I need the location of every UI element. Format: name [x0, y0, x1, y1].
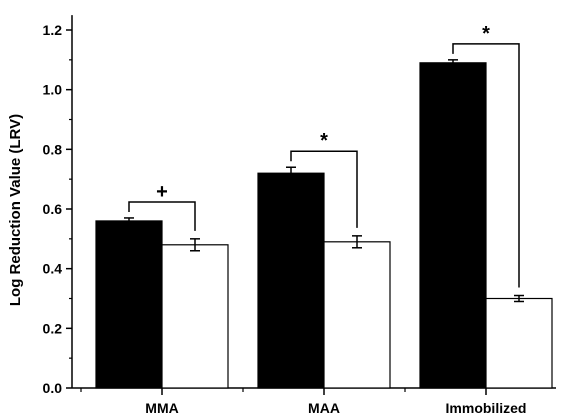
- x-tick-label: MAA: [308, 400, 340, 416]
- significance-marker: *: [482, 23, 490, 45]
- significance-marker: *: [320, 130, 328, 152]
- significance-bracket: [452, 43, 520, 288]
- bar-open: [323, 241, 391, 389]
- y-tick-label: 0.6: [43, 201, 63, 217]
- bar-filled: [419, 62, 487, 389]
- x-tick-label: Immobilized: [446, 400, 527, 416]
- y-tick-label: 1.0: [43, 82, 63, 98]
- significance-marker: +: [156, 181, 168, 203]
- significance-bracket: [128, 201, 196, 231]
- y-tick-label: 0.0: [43, 380, 63, 396]
- y-tick-label: 1.2: [43, 22, 63, 38]
- bar-open: [161, 244, 229, 389]
- significance-bracket: [290, 150, 358, 228]
- y-tick-label: 0.8: [43, 141, 63, 157]
- y-tick-label: 0.4: [43, 261, 63, 277]
- bar-open: [485, 297, 553, 389]
- bar-filled: [257, 172, 325, 389]
- bar-filled: [95, 220, 163, 389]
- y-tick-label: 0.2: [43, 320, 63, 336]
- plot-area: 0.0 0.2 0.4 0.6 0.8 1.0 1.2 MMA + MAA * Immobilized…: [43, 15, 556, 416]
- y-axis-title: Log Reduction Value (LRV): [7, 114, 24, 306]
- x-tick-label: MMA: [145, 400, 178, 416]
